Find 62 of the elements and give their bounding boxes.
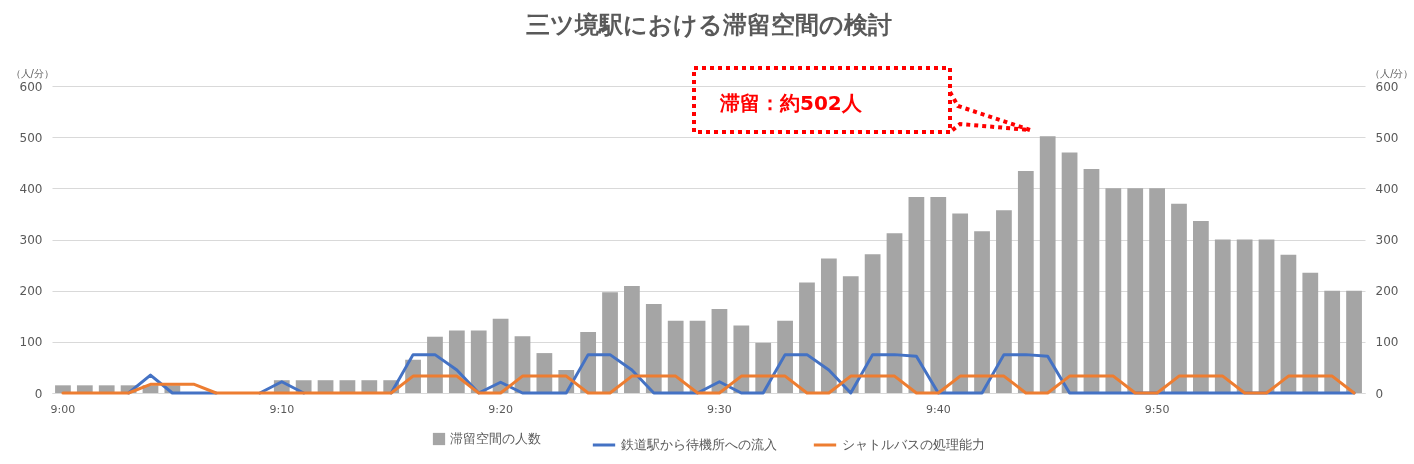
bar	[1083, 168, 1100, 393]
bar	[602, 292, 618, 393]
y2-tick-label: 100	[1375, 335, 1399, 350]
bar	[1236, 239, 1253, 393]
y-tick-label: 100	[19, 335, 43, 350]
legend-label: シャトルバスの処理能力	[842, 437, 985, 452]
bar	[1346, 290, 1362, 393]
bar	[1105, 188, 1122, 393]
y2-tick-label: 0	[1375, 386, 1384, 401]
bar	[799, 282, 815, 393]
y-tick-label: 500	[19, 130, 43, 145]
y-tick-label: 0	[34, 386, 43, 401]
y2-tick-label: 200	[1375, 284, 1399, 299]
legend-label: 滞留空間の人数	[450, 431, 541, 446]
bar	[842, 276, 859, 393]
x-tick-label: 9:10	[269, 402, 295, 416]
bar	[1302, 272, 1319, 393]
y2-axis-title: （人/分）	[1370, 67, 1414, 79]
x-tick-label: 9:30	[707, 402, 732, 416]
bar	[667, 320, 684, 393]
bar	[1149, 188, 1165, 393]
y-tick-label: 300	[19, 233, 43, 247]
bar	[1061, 152, 1078, 393]
y2-tick-label: 500	[1375, 130, 1399, 145]
bar	[470, 330, 487, 393]
bar	[55, 385, 71, 393]
bar	[733, 325, 750, 393]
bar	[1280, 254, 1297, 393]
y2-tick-label: 600	[1375, 79, 1399, 94]
bar	[1171, 203, 1187, 393]
x-tick-label: 9:00	[50, 402, 76, 416]
bar	[1324, 290, 1341, 393]
bar	[908, 197, 925, 393]
legend-label: 鉄道駅から待機所への流入	[621, 437, 777, 452]
bar	[624, 286, 640, 393]
bar	[689, 320, 706, 393]
bar	[1214, 239, 1231, 393]
y-tick-label: 400	[19, 181, 43, 196]
annotation: 滞留：約502人	[720, 90, 862, 117]
bar	[886, 233, 903, 393]
bar	[645, 303, 662, 393]
bar	[952, 213, 969, 393]
bar	[974, 231, 990, 393]
bar	[1193, 221, 1209, 393]
y2-tick-label: 400	[1375, 181, 1399, 196]
bar	[1258, 239, 1275, 393]
bar	[361, 380, 378, 393]
bar	[930, 197, 947, 393]
bar	[820, 258, 837, 393]
bar	[1127, 188, 1144, 393]
x-tick-label: 9:40	[925, 402, 951, 416]
bar	[1017, 170, 1034, 393]
x-tick-label: 9:20	[488, 402, 513, 416]
y2-tick-label: 300	[1375, 233, 1399, 247]
bar	[1039, 136, 1056, 393]
y-tick-label: 200	[19, 284, 43, 299]
y-tick-label: 600	[19, 79, 43, 94]
chart-title: 三ツ境駅における滞留空間の検討	[525, 11, 892, 39]
x-tick-label: 9:50	[1144, 402, 1170, 416]
bar	[996, 210, 1012, 393]
y-axis-title: （人/分）	[10, 67, 54, 79]
bar	[864, 254, 881, 393]
